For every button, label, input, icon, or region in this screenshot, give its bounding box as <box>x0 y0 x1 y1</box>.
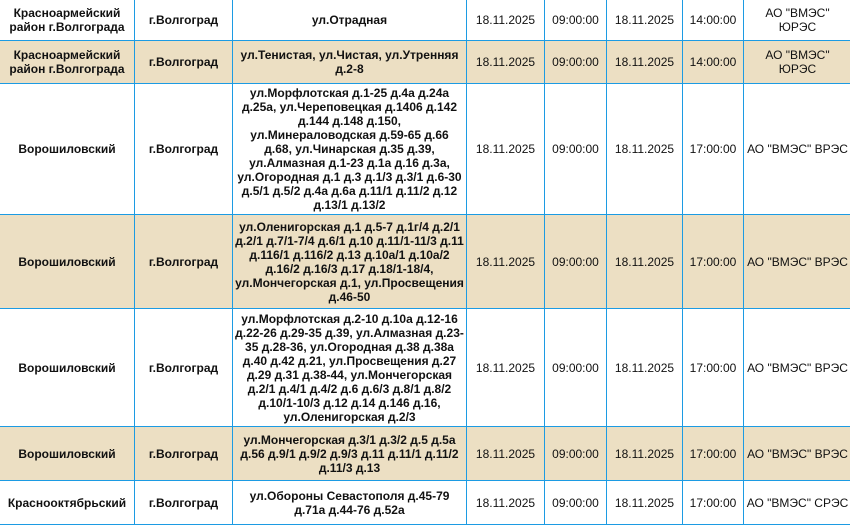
end-date-cell: 18.11.2025 <box>607 309 683 427</box>
organization-cell: АО "ВМЭС" ЮРЭС <box>744 41 850 84</box>
start-time-cell: 09:00:00 <box>545 84 607 215</box>
district-cell: Краснооктябрьский <box>0 481 135 525</box>
start-date-cell: 18.11.2025 <box>467 309 545 427</box>
city-cell: г.Волгоград <box>135 427 233 481</box>
end-date-cell: 18.11.2025 <box>607 427 683 481</box>
address-cell: ул.Оленигорская д.1 д.5-7 д.1г/4 д.2/1 д… <box>233 215 467 309</box>
end-date-cell: 18.11.2025 <box>607 215 683 309</box>
district-cell: Красноармейский район г.Волгограда <box>0 41 135 84</box>
end-time-cell: 14:00:00 <box>683 41 744 84</box>
address-cell: ул.Мончегорская д.3/1 д.3/2 д.5 д.5а д.5… <box>233 427 467 481</box>
start-date-cell: 18.11.2025 <box>467 84 545 215</box>
address-cell: ул.Морфлотская д.2-10 д.10а д.12-16 д.22… <box>233 309 467 427</box>
organization-cell: АО "ВМЭС" СРЭС <box>744 481 850 525</box>
organization-cell: АО "ВМЭС" ВРЭС <box>744 309 850 427</box>
start-time-cell: 09:00:00 <box>545 427 607 481</box>
end-date-cell: 18.11.2025 <box>607 84 683 215</box>
city-cell: г.Волгоград <box>135 84 233 215</box>
start-date-cell: 18.11.2025 <box>467 481 545 525</box>
start-date-cell: 18.11.2025 <box>467 0 545 41</box>
organization-cell: АО "ВМЭС" ВРЭС <box>744 215 850 309</box>
start-date-cell: 18.11.2025 <box>467 427 545 481</box>
end-time-cell: 17:00:00 <box>683 427 744 481</box>
district-cell: Красноармейский район г.Волгограда <box>0 0 135 41</box>
end-time-cell: 17:00:00 <box>683 481 744 525</box>
start-date-cell: 18.11.2025 <box>467 215 545 309</box>
city-cell: г.Волгоград <box>135 481 233 525</box>
end-date-cell: 18.11.2025 <box>607 41 683 84</box>
end-time-cell: 14:00:00 <box>683 0 744 41</box>
address-cell: ул.Обороны Севастополя д.45-79 д.71а д.4… <box>233 481 467 525</box>
start-time-cell: 09:00:00 <box>545 309 607 427</box>
end-time-cell: 17:00:00 <box>683 84 744 215</box>
organization-cell: АО "ВМЭС" ВРЭС <box>744 427 850 481</box>
district-cell: Ворошиловский <box>0 84 135 215</box>
city-cell: г.Волгоград <box>135 0 233 41</box>
address-cell: ул.Морфлотская д.1-25 д.4а д.24а д.25а, … <box>233 84 467 215</box>
end-date-cell: 18.11.2025 <box>607 0 683 41</box>
end-date-cell: 18.11.2025 <box>607 481 683 525</box>
start-time-cell: 09:00:00 <box>545 0 607 41</box>
start-date-cell: 18.11.2025 <box>467 41 545 84</box>
start-time-cell: 09:00:00 <box>545 215 607 309</box>
start-time-cell: 09:00:00 <box>545 481 607 525</box>
district-cell: Ворошиловский <box>0 309 135 427</box>
organization-cell: АО "ВМЭС" ЮРЭС <box>744 0 850 41</box>
end-time-cell: 17:00:00 <box>683 215 744 309</box>
end-time-cell: 17:00:00 <box>683 309 744 427</box>
address-cell: ул.Тенистая, ул.Чистая, ул.Утренняя д.2-… <box>233 41 467 84</box>
city-cell: г.Волгоград <box>135 215 233 309</box>
district-cell: Ворошиловский <box>0 427 135 481</box>
district-cell: Ворошиловский <box>0 215 135 309</box>
start-time-cell: 09:00:00 <box>545 41 607 84</box>
city-cell: г.Волгоград <box>135 41 233 84</box>
address-cell: ул.Отрадная <box>233 0 467 41</box>
organization-cell: АО "ВМЭС" ВРЭС <box>744 84 850 215</box>
city-cell: г.Волгоград <box>135 309 233 427</box>
